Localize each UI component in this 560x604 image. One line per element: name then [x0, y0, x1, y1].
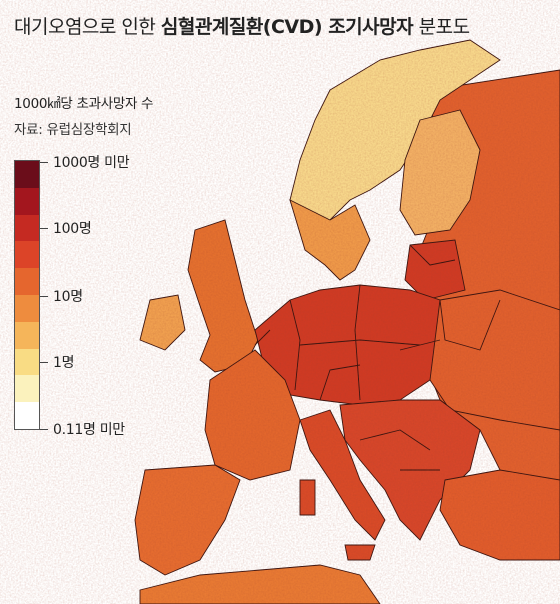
legend-tick — [40, 228, 48, 229]
legend-swatch — [15, 268, 39, 295]
legend-tick — [40, 362, 48, 363]
source-credit: 자료: 유럽심장학회지 — [14, 122, 132, 138]
legend-swatch — [15, 402, 39, 429]
legend-tick — [40, 296, 48, 297]
legend-tick — [40, 162, 48, 163]
legend-label-1: 1명 — [53, 355, 75, 371]
color-legend — [14, 160, 40, 430]
legend-label-100: 100명 — [53, 221, 92, 237]
legend-swatch — [15, 321, 39, 349]
map-title: 대기오염으로 인한 심혈관계질환(CVD) 조기사망자 분포도 — [14, 16, 470, 38]
legend-swatch — [15, 241, 39, 269]
legend-tick — [40, 429, 48, 430]
legend-label-min: 0.11명 미만 — [53, 422, 125, 438]
legend-label-10: 10명 — [53, 289, 83, 305]
legend-title: 1000㎢당 초과사망자 수 — [14, 96, 154, 112]
legend-label-max: 1000명 미만 — [53, 155, 130, 171]
legend-swatch — [15, 214, 39, 242]
legend-swatch — [15, 187, 39, 215]
legend-swatch — [15, 348, 39, 376]
legend-swatch — [15, 375, 39, 403]
legend-swatch — [15, 161, 39, 188]
legend-swatch — [15, 294, 39, 322]
